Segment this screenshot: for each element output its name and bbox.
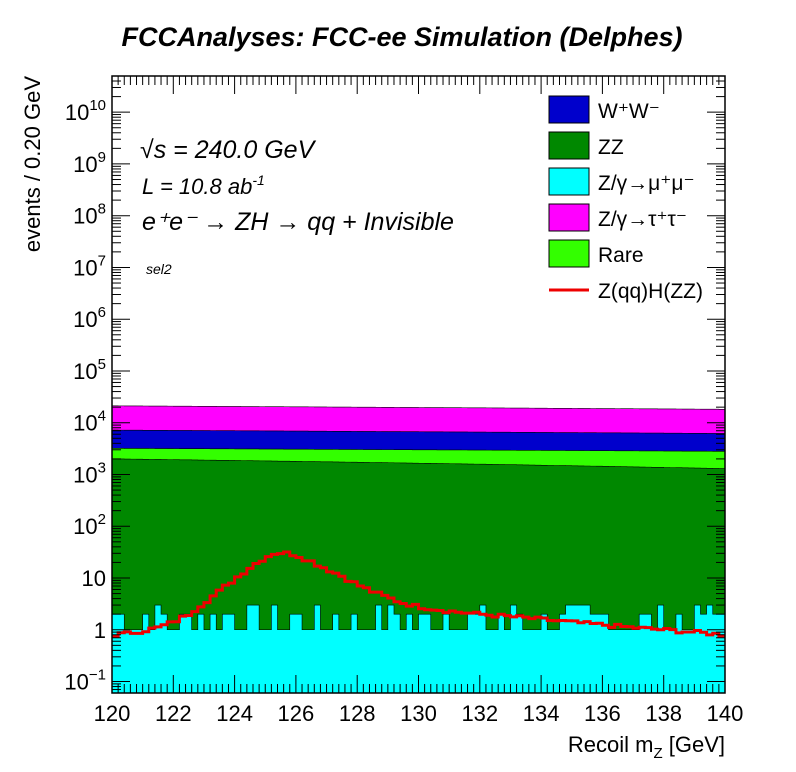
process-annotation: e⁺e⁻ → ZH → qq + Invisible [142,208,454,236]
y-tick-label: 10−1 [64,667,106,695]
y-tick-label: 1 [94,618,106,643]
luminosity-annotation: L = 10.8 ab-1 [142,172,265,199]
luminosity-text: L = 10.8 ab-1 [142,172,265,199]
y-tick-label: 104 [73,408,106,436]
x-tick-label: 126 [278,701,315,726]
legend-label: Z/γ→μ⁺μ⁻ [598,172,695,195]
y-tick-label: 107 [73,252,106,280]
legend: W⁺W⁻ ZZ Z/γ→μ⁺μ⁻ Z/γ→τ⁺τ⁻ Rare Z(qq)H(ZZ) [548,95,703,303]
x-axis: 120 122 124 126 128 130 132 134 136 138 140 [94,76,744,726]
x-tick-label: 136 [584,701,621,726]
selection-annotation: sel2 [146,261,172,277]
y-tick-label: 109 [73,149,106,177]
signal-curve [112,550,725,638]
x-tick-label: 132 [461,701,498,726]
x-tick-label: 122 [155,701,192,726]
x-axis-label: Recoil mZ [GeV] [568,732,725,762]
y-tick-label: 106 [73,304,106,332]
legend-label: Rare [598,244,644,267]
legend-label: ZZ [598,136,624,159]
legend-swatch [548,239,590,268]
legend-label: Z/γ→τ⁺τ⁻ [598,208,687,231]
y-tick-label: 103 [73,459,106,487]
y-tick-label: 1010 [65,97,106,125]
legend-label: Z(qq)H(ZZ) [598,280,703,303]
legend-swatch [548,95,590,124]
x-tick-label: 124 [216,701,253,726]
y-tick-label: 105 [73,356,106,384]
legend-swatch [548,131,590,160]
x-tick-label: 128 [339,701,376,726]
y-tick-label: 102 [73,511,106,539]
chart-title: FCCAnalyses: FCC-ee Simulation (Delphes) [121,22,682,52]
y-axis: 10−1 1 10 102 103 104 105 106 107 108 109 1010 [64,75,725,695]
y-axis-label: events / 0.20 GeV [20,76,45,252]
legend-swatch [548,203,590,232]
stacked-histogram [111,405,726,694]
x-tick-label: 130 [400,701,437,726]
x-tick-label: 120 [94,701,131,726]
x-tick-label: 140 [707,701,744,726]
signal-line [112,550,725,638]
legend-swatch [548,167,590,196]
y-tick-label: 10 [82,566,106,591]
stack-area-0 [111,604,726,694]
y-tick-label: 108 [73,201,106,229]
x-tick-label: 138 [645,701,682,726]
x-tick-label: 134 [523,701,560,726]
sqrt-s-annotation: √s = 240.0 GeV [140,136,317,164]
legend-label: W⁺W⁻ [598,100,660,123]
